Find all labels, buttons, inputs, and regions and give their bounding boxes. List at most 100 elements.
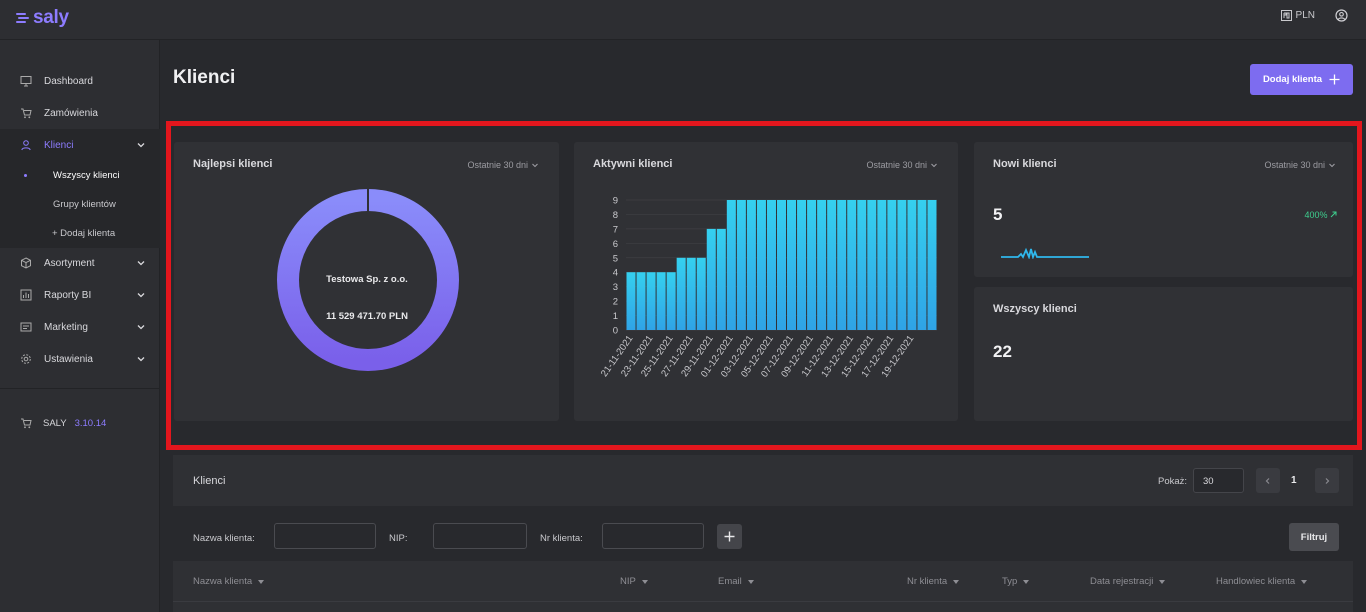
chart-bar[interactable] bbox=[696, 257, 706, 330]
plus-icon bbox=[1329, 74, 1340, 85]
sidebar-sub-add-client[interactable]: + Dodaj klienta bbox=[0, 219, 160, 248]
chart-bar[interactable] bbox=[706, 228, 716, 330]
active-dot bbox=[24, 174, 27, 177]
column-header-name[interactable]: Nazwa klienta bbox=[193, 576, 265, 587]
chart-bar[interactable] bbox=[787, 200, 797, 330]
column-label: Data rejestracji bbox=[1090, 576, 1154, 587]
sidebar-item-label: Asortyment bbox=[44, 257, 95, 269]
chart-bar[interactable] bbox=[897, 200, 907, 330]
chart-bar[interactable] bbox=[636, 272, 646, 330]
best-client-name: Testowa Sp. z o.o. bbox=[326, 274, 408, 285]
version-info: SALY 3.10.14 bbox=[20, 417, 106, 429]
column-label: Nr klienta bbox=[907, 576, 948, 587]
chart-bar[interactable] bbox=[656, 272, 666, 330]
sidebar-item-clients[interactable]: Klienci bbox=[0, 129, 160, 161]
report-icon bbox=[20, 289, 32, 301]
currency-switch[interactable]: PLN bbox=[1280, 10, 1315, 21]
client-number-input[interactable] bbox=[602, 523, 704, 549]
chart-bar[interactable] bbox=[626, 272, 636, 330]
sidebar-sub-client-groups[interactable]: Grupy klientów bbox=[0, 190, 160, 219]
chart-bar[interactable] bbox=[736, 200, 746, 330]
chart-bar[interactable] bbox=[666, 272, 676, 330]
sidebar-item-label: Zamówienia bbox=[44, 107, 98, 119]
page-title: Klienci bbox=[173, 67, 236, 88]
filter-button[interactable]: Filtruj bbox=[1289, 523, 1339, 551]
chart-bar[interactable] bbox=[827, 200, 837, 330]
sidebar-item-label: Klienci bbox=[44, 139, 74, 151]
chart-bar[interactable] bbox=[817, 200, 827, 330]
account-icon[interactable] bbox=[1335, 9, 1348, 22]
logo-text: saly bbox=[33, 7, 69, 28]
table-divider bbox=[173, 601, 1353, 602]
sidebar-sub-all-clients[interactable]: Wszyscy klienci bbox=[0, 161, 160, 190]
current-page[interactable]: 1 bbox=[1291, 475, 1297, 486]
chart-bar[interactable] bbox=[807, 200, 817, 330]
page-size-label: Pokaż: bbox=[1158, 476, 1188, 487]
column-header-type[interactable]: Typ bbox=[1002, 576, 1030, 587]
next-page-button[interactable] bbox=[1315, 468, 1339, 493]
column-header-registration-date[interactable]: Data rejestracji bbox=[1090, 576, 1166, 587]
logo[interactable]: saly bbox=[16, 7, 69, 29]
chart-bar[interactable] bbox=[907, 200, 917, 330]
chart-bar[interactable] bbox=[917, 200, 927, 330]
sidebar-item-marketing[interactable]: Marketing bbox=[0, 311, 160, 343]
chart-bar[interactable] bbox=[756, 200, 766, 330]
y-tick-label: 2 bbox=[613, 297, 618, 308]
column-header-salesperson[interactable]: Handlowiec klienta bbox=[1216, 576, 1308, 587]
nip-input[interactable] bbox=[433, 523, 527, 549]
chart-bar[interactable] bbox=[887, 200, 897, 330]
y-tick-label: 7 bbox=[613, 224, 618, 235]
chart-bar[interactable] bbox=[746, 200, 756, 330]
y-tick-label: 3 bbox=[613, 282, 618, 293]
sidebar-item-orders[interactable]: Zamówienia bbox=[0, 97, 160, 129]
client-name-input[interactable] bbox=[274, 523, 376, 549]
sidebar-item-dashboard[interactable]: Dashboard bbox=[0, 65, 160, 97]
growth-badge: 400% bbox=[1304, 210, 1337, 220]
range-label: Ostatnie 30 dni bbox=[467, 160, 528, 170]
chart-bar[interactable] bbox=[797, 200, 807, 330]
prev-page-button[interactable] bbox=[1256, 468, 1280, 493]
sidebar-sub-label: Wszyscy klienci bbox=[53, 170, 120, 181]
range-dropdown[interactable]: Ostatnie 30 dni bbox=[467, 160, 539, 170]
add-client-button[interactable]: Dodaj klienta bbox=[1250, 64, 1353, 95]
sort-icon bbox=[953, 579, 960, 584]
sidebar-item-assortment[interactable]: Asortyment bbox=[0, 247, 160, 279]
chart-bar[interactable] bbox=[766, 200, 776, 330]
chart-bar[interactable] bbox=[927, 200, 937, 330]
chart-bar[interactable] bbox=[837, 200, 847, 330]
all-clients-count: 22 bbox=[993, 342, 1012, 361]
chart-bar[interactable] bbox=[877, 200, 887, 330]
card-title: Najlepsi klienci bbox=[193, 158, 273, 170]
column-header-number[interactable]: Nr klienta bbox=[907, 576, 960, 587]
chart-bar[interactable] bbox=[726, 200, 736, 330]
sidebar-item-reports[interactable]: Raporty BI bbox=[0, 279, 160, 311]
card-title: Nowi klienci bbox=[993, 158, 1057, 170]
chart-bar[interactable] bbox=[716, 228, 726, 330]
range-dropdown[interactable]: Ostatnie 30 dni bbox=[866, 160, 938, 170]
column-label: Handlowiec klienta bbox=[1216, 576, 1296, 587]
chart-bar[interactable] bbox=[776, 200, 787, 330]
chevron-left-icon bbox=[1265, 477, 1270, 484]
chart-bar[interactable] bbox=[646, 272, 656, 330]
chart-bar[interactable] bbox=[867, 200, 877, 330]
chart-bar[interactable] bbox=[857, 200, 867, 330]
sidebar-divider bbox=[0, 388, 160, 389]
chevron-right-icon bbox=[1325, 477, 1330, 484]
chart-bar[interactable] bbox=[847, 200, 857, 330]
add-filter-button[interactable] bbox=[717, 524, 742, 549]
chart-bar[interactable] bbox=[686, 257, 696, 330]
active-clients-card: Aktywni klienci Ostatnie 30 dni 0 1 2 3 4 5 6 7… bbox=[574, 142, 958, 421]
chevron-down-icon bbox=[931, 163, 937, 168]
column-header-email[interactable]: Email bbox=[718, 576, 754, 587]
range-dropdown[interactable]: Ostatnie 30 dni bbox=[1264, 160, 1336, 170]
sidebar-item-label: Ustawienia bbox=[44, 353, 93, 365]
range-label: Ostatnie 30 dni bbox=[1264, 160, 1325, 170]
new-clients-card: Nowi klienci Ostatnie 30 dni 5 400% bbox=[974, 142, 1353, 277]
column-header-nip[interactable]: NIP bbox=[620, 576, 648, 587]
y-tick-label: 1 bbox=[613, 311, 618, 322]
sidebar-item-settings[interactable]: Ustawienia bbox=[0, 343, 160, 375]
page-size-input[interactable]: 30 bbox=[1193, 468, 1244, 493]
chart-bar[interactable] bbox=[676, 257, 686, 330]
y-tick-label: 8 bbox=[613, 210, 618, 221]
chevron-down-icon bbox=[1329, 163, 1335, 168]
